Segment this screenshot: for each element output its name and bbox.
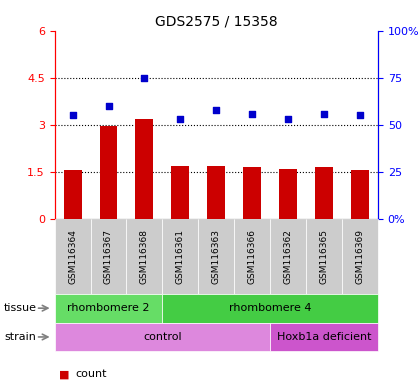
Text: GSM116362: GSM116362	[284, 229, 293, 284]
Bar	[171, 166, 189, 219]
Text: rhombomere 4: rhombomere 4	[229, 303, 312, 313]
Text: GSM116361: GSM116361	[176, 229, 185, 284]
Text: tissue: tissue	[4, 303, 37, 313]
Point	[357, 112, 363, 118]
Point	[321, 111, 328, 117]
Point	[285, 116, 291, 122]
Bar	[135, 119, 153, 219]
Point	[213, 107, 220, 113]
Bar	[100, 126, 118, 219]
Point	[249, 111, 256, 117]
Bar	[63, 170, 81, 219]
Text: count: count	[76, 369, 107, 379]
Title: GDS2575 / 15358: GDS2575 / 15358	[155, 14, 278, 28]
Text: ■: ■	[59, 369, 69, 379]
Text: strain: strain	[4, 332, 36, 342]
Point	[105, 103, 112, 109]
Bar	[243, 167, 261, 219]
Text: Hoxb1a deficient: Hoxb1a deficient	[277, 332, 371, 342]
Text: GSM116367: GSM116367	[104, 229, 113, 284]
Text: GSM116363: GSM116363	[212, 229, 221, 284]
Bar	[279, 169, 297, 219]
Text: GSM116369: GSM116369	[356, 229, 365, 284]
Point	[141, 74, 148, 81]
Text: GSM116364: GSM116364	[68, 229, 77, 284]
Point	[177, 116, 184, 122]
Text: GSM116365: GSM116365	[320, 229, 328, 284]
Text: GSM116368: GSM116368	[140, 229, 149, 284]
Bar	[351, 170, 369, 219]
Text: rhombomere 2: rhombomere 2	[67, 303, 150, 313]
Bar	[207, 166, 225, 219]
Point	[69, 112, 76, 118]
Bar	[315, 167, 333, 219]
Text: control: control	[143, 332, 182, 342]
Text: GSM116366: GSM116366	[248, 229, 257, 284]
